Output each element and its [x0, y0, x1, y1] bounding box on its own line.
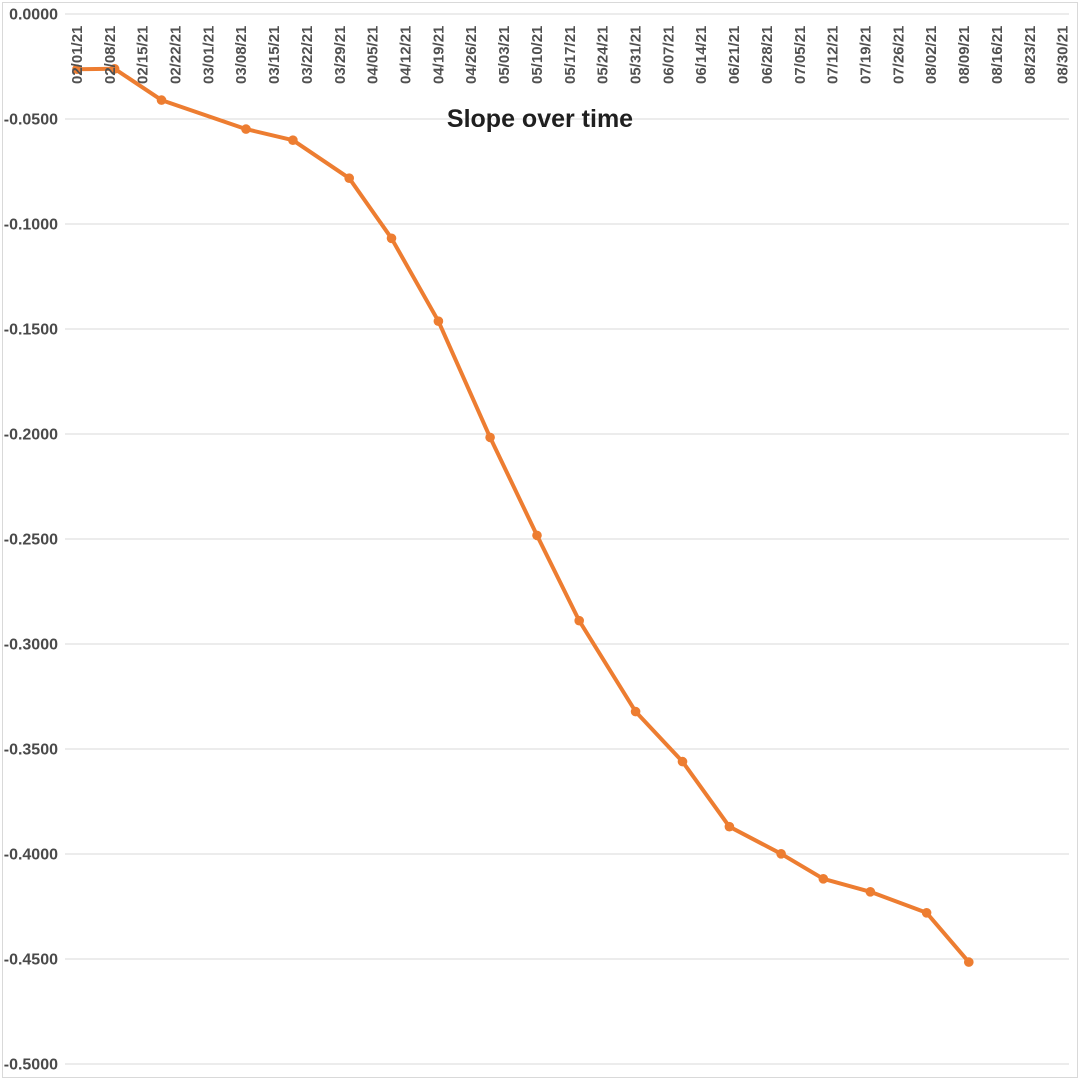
data-point-marker[interactable]: [109, 64, 120, 74]
x-axis-tick-label: 07/26/21: [890, 26, 907, 84]
y-axis-tick-label: -0.0500: [4, 112, 58, 129]
x-axis-tick-label: 05/31/21: [628, 26, 645, 84]
y-axis-tick-label: -0.1500: [4, 322, 58, 339]
x-axis-tick-label: 07/19/21: [858, 26, 875, 84]
x-axis-tick-label: 08/30/21: [1055, 26, 1072, 84]
data-point-marker[interactable]: [818, 874, 829, 884]
x-axis-tick-label: 04/05/21: [365, 26, 382, 84]
y-axis-tick-label: -0.3000: [4, 637, 58, 654]
x-axis-tick-label: 05/24/21: [595, 26, 612, 84]
x-axis-tick-label: 04/19/21: [430, 26, 447, 84]
y-axis-tick-label: -0.3500: [4, 742, 58, 759]
y-axis-tick-label: -0.4000: [4, 847, 58, 864]
y-axis-tick-label: 0.0000: [9, 7, 58, 24]
y-axis-tick-label: -0.2000: [4, 427, 58, 444]
x-axis-tick-label: 06/14/21: [693, 26, 710, 84]
x-axis-tick-label: 06/21/21: [726, 26, 743, 84]
y-axis-tick-labels: 0.0000 -0.0500 -0.1000 -0.1500 -0.2000 -0.250…: [4, 7, 58, 1074]
x-axis-tick-label: 03/08/21: [233, 26, 250, 84]
x-axis-tick-label: 02/01/21: [69, 26, 86, 84]
x-axis-tick-label: 03/29/21: [332, 26, 349, 84]
x-axis-tick-label: 08/02/21: [923, 26, 940, 84]
data-point-marker[interactable]: [630, 706, 641, 717]
data-point-marker[interactable]: [574, 615, 584, 626]
x-axis-tick-labels: 02/01/21 02/08/21 02/15/21 02/22/21 03/01/21…: [69, 26, 1072, 84]
data-point-marker[interactable]: [386, 233, 397, 244]
data-point-marker[interactable]: [532, 530, 542, 541]
data-point-marker[interactable]: [344, 173, 355, 183]
y-axis-tick-label: -0.4500: [4, 952, 58, 969]
y-axis-tick-label: -0.5000: [4, 1057, 58, 1074]
x-axis-tick-label: 03/01/21: [200, 26, 217, 84]
y-axis-tick-label: -0.1000: [4, 217, 58, 234]
x-axis-tick-label: 06/28/21: [759, 26, 776, 84]
x-axis-tick-label: 06/07/21: [660, 26, 677, 84]
x-axis-tick-label: 03/15/21: [266, 26, 283, 84]
x-axis-tick-label: 07/12/21: [825, 26, 842, 84]
data-point-marker[interactable]: [485, 432, 495, 443]
data-point-marker[interactable]: [921, 908, 932, 918]
chart-title[interactable]: Slope over time: [447, 105, 633, 133]
data-point-marker[interactable]: [776, 849, 786, 859]
x-axis-tick-label: 07/05/21: [792, 26, 809, 84]
data-point-marker[interactable]: [964, 957, 974, 967]
data-point-marker[interactable]: [865, 887, 876, 897]
data-point-marker[interactable]: [156, 95, 167, 105]
series-group: [72, 64, 974, 967]
x-axis-tick-label: 08/16/21: [989, 26, 1006, 84]
data-point-marker[interactable]: [677, 756, 688, 767]
series-line[interactable]: [75, 66, 971, 965]
x-axis-tick-label: 08/09/21: [956, 26, 973, 84]
x-axis-tick-label: 04/12/21: [398, 26, 415, 84]
data-point-marker[interactable]: [241, 124, 251, 134]
data-point-marker[interactable]: [433, 316, 444, 327]
x-axis-tick-label: 03/22/21: [299, 26, 316, 84]
x-axis-tick-label: 04/26/21: [463, 26, 480, 84]
data-point-marker[interactable]: [724, 821, 735, 832]
data-point-marker[interactable]: [72, 64, 82, 74]
x-axis-tick-label: 05/17/21: [562, 26, 579, 84]
y-axis-tick-label: -0.2500: [4, 532, 58, 549]
x-axis-tick-label: 08/23/21: [1022, 26, 1039, 84]
x-axis-tick-label: 05/03/21: [496, 26, 513, 84]
x-axis-tick-label: 02/08/21: [102, 26, 119, 84]
x-axis-tick-label: 02/22/21: [168, 26, 185, 84]
x-axis-tick-label: 05/10/21: [529, 26, 546, 84]
data-point-marker[interactable]: [288, 135, 298, 145]
x-axis-tick-label: 02/15/21: [135, 26, 152, 84]
gridlines-group: [65, 13, 1069, 1065]
